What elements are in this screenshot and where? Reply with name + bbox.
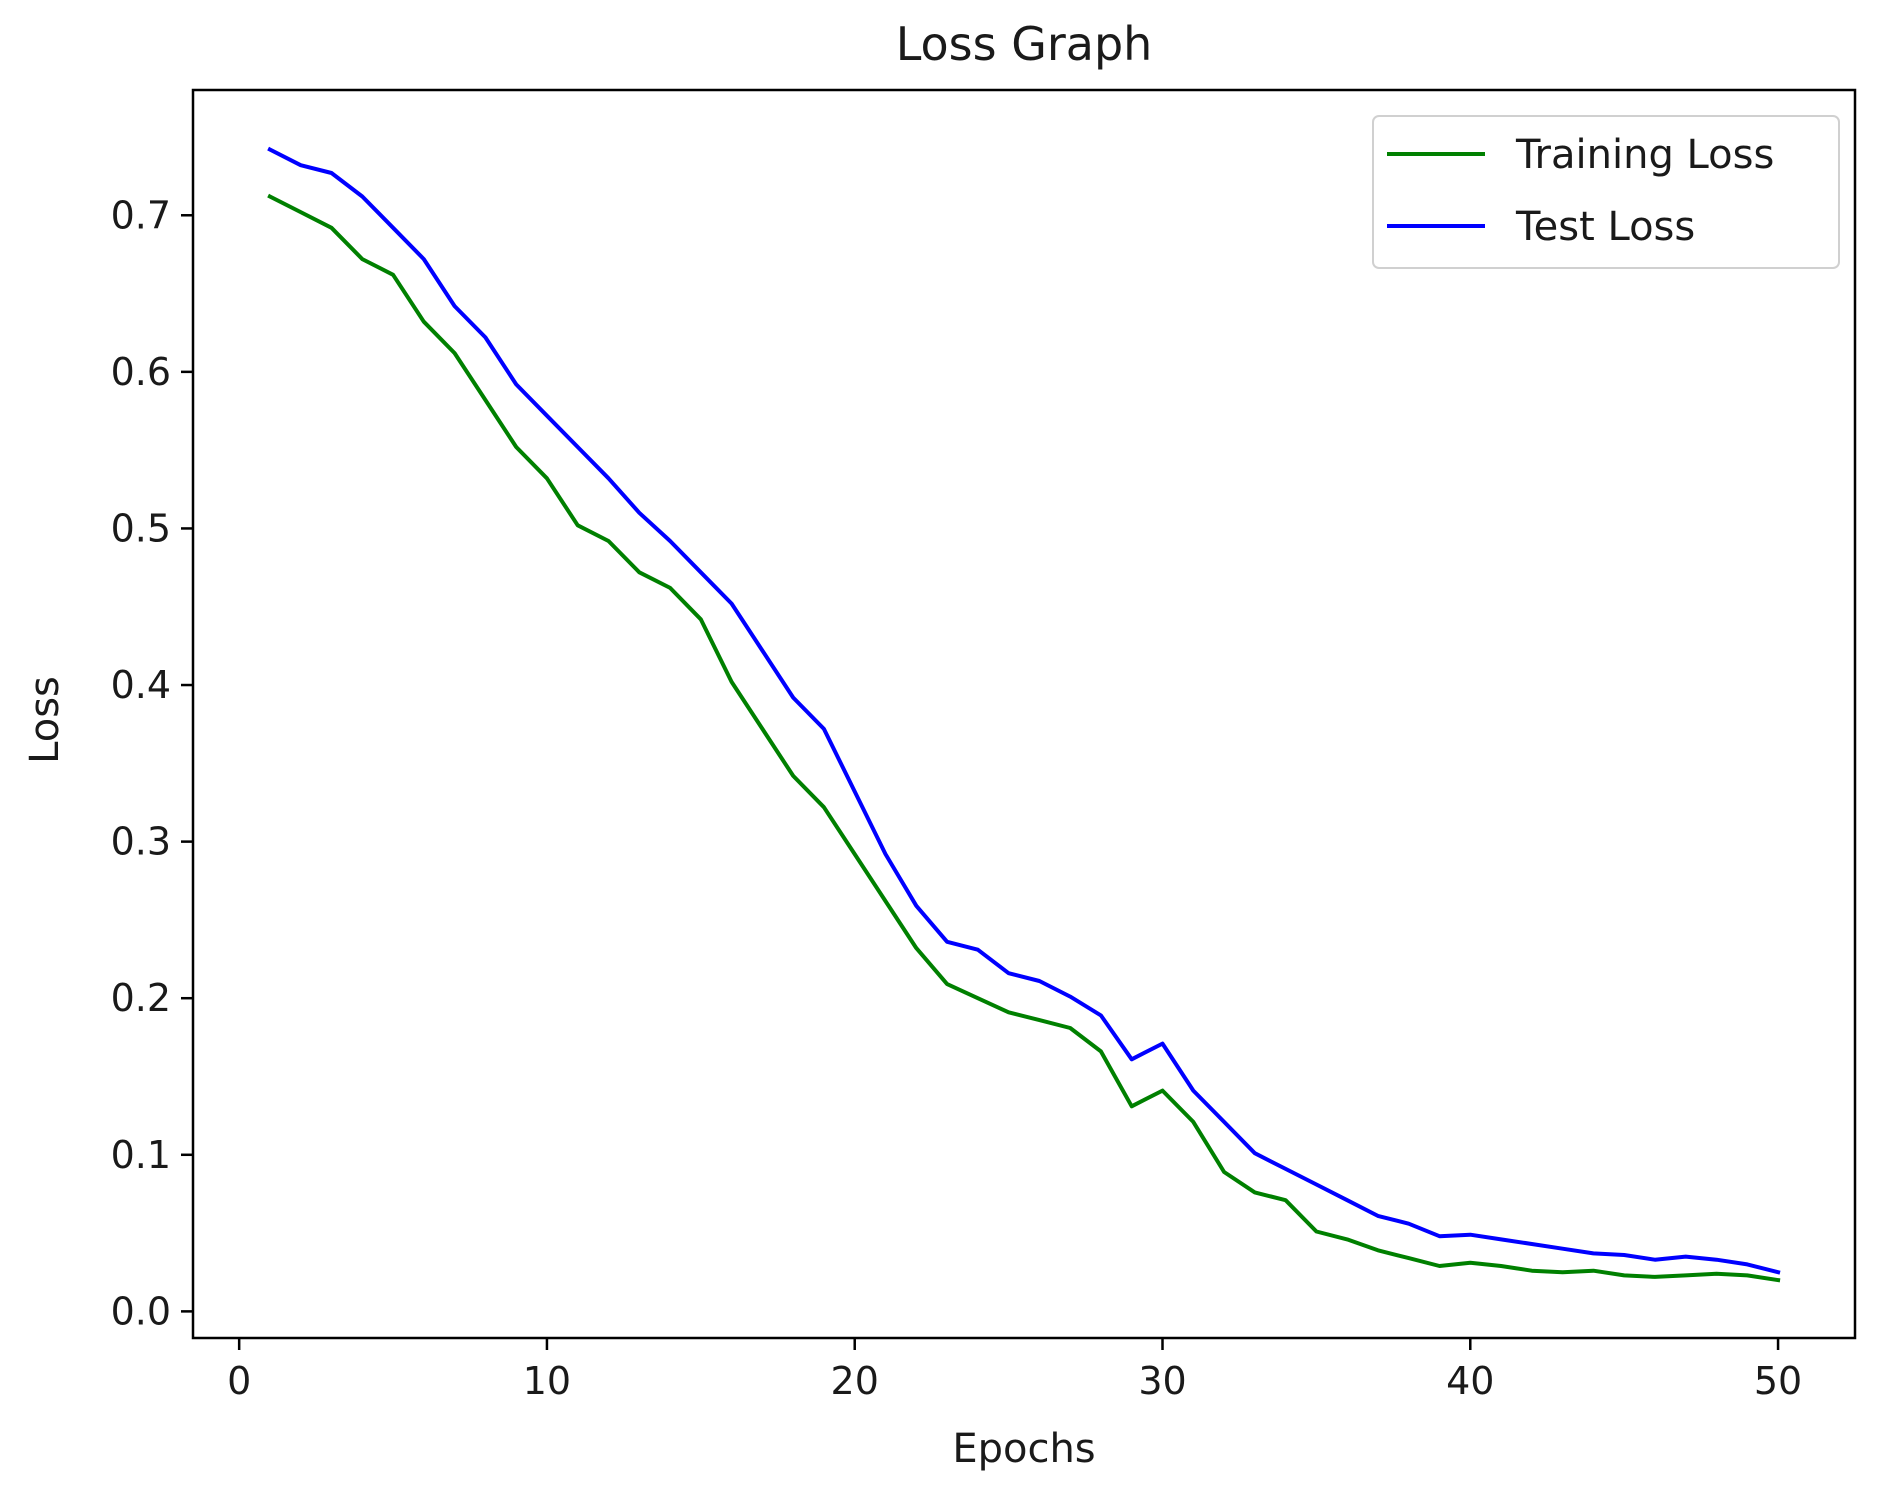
y-tick-label: 0.6 <box>111 350 171 394</box>
x-tick-label: 30 <box>1138 1359 1186 1403</box>
y-tick-label: 0.3 <box>111 820 171 864</box>
x-tick-label: 0 <box>227 1359 251 1403</box>
chart-title: Loss Graph <box>896 17 1153 71</box>
x-tick-label: 50 <box>1754 1359 1802 1403</box>
series-line-training-loss <box>267 193 1781 1283</box>
y-tick-label: 0.4 <box>111 663 171 707</box>
x-tick-label: 20 <box>831 1359 879 1403</box>
series-lines <box>267 146 1781 1283</box>
y-axis-label: Loss <box>22 676 68 764</box>
legend: Training Loss Test Loss <box>1372 115 1840 269</box>
legend-label-training-loss: Training Loss <box>1515 132 1774 178</box>
y-tick-label: 0.0 <box>111 1289 171 1333</box>
legend-label-test-loss: Test Loss <box>1515 204 1695 250</box>
y-tick-label: 0.5 <box>111 506 171 550</box>
x-tick-label: 10 <box>523 1359 571 1403</box>
x-axis: 0 10 20 30 40 50 <box>227 1338 1802 1403</box>
legend-box <box>1372 115 1840 269</box>
plot-frame <box>191 88 1857 1340</box>
y-tick-label: 0.2 <box>111 976 171 1020</box>
x-axis-label: Epochs <box>952 1426 1095 1472</box>
y-tick-label: 0.1 <box>111 1133 171 1177</box>
series-line-test-loss <box>267 146 1781 1275</box>
x-tick-label: 40 <box>1446 1359 1494 1403</box>
y-axis: 0.0 0.1 0.2 0.3 0.4 0.5 0.6 0.7 <box>111 193 193 1333</box>
y-tick-label: 0.7 <box>111 193 171 237</box>
